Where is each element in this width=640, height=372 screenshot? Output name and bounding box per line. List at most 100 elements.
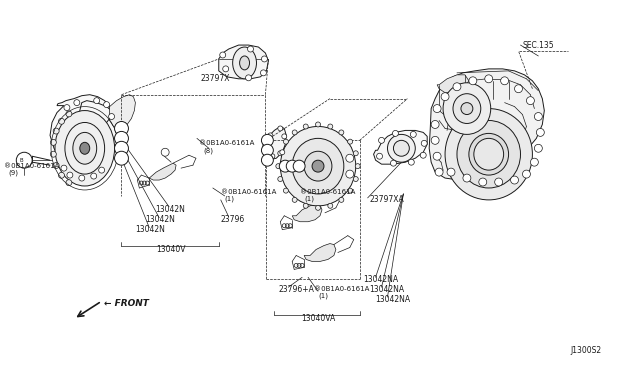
Ellipse shape <box>280 126 356 206</box>
Ellipse shape <box>378 137 385 143</box>
Text: (8): (8) <box>203 147 213 154</box>
Ellipse shape <box>431 121 439 128</box>
Text: 13042NA: 13042NA <box>364 275 399 284</box>
Ellipse shape <box>394 140 410 156</box>
Ellipse shape <box>353 177 358 182</box>
Ellipse shape <box>292 130 297 135</box>
Ellipse shape <box>248 46 253 52</box>
Polygon shape <box>149 163 176 180</box>
Ellipse shape <box>278 177 283 182</box>
Polygon shape <box>292 204 322 222</box>
Polygon shape <box>109 95 136 128</box>
Ellipse shape <box>443 83 491 134</box>
Text: ← FRONT: ← FRONT <box>104 299 148 308</box>
Ellipse shape <box>303 203 308 208</box>
Ellipse shape <box>239 56 250 70</box>
Ellipse shape <box>479 178 487 186</box>
Polygon shape <box>374 131 427 164</box>
Ellipse shape <box>392 131 399 137</box>
Ellipse shape <box>53 128 59 134</box>
Ellipse shape <box>348 188 353 193</box>
Text: 13040V: 13040V <box>156 245 186 254</box>
Ellipse shape <box>469 77 477 85</box>
Ellipse shape <box>278 126 283 131</box>
Text: 23797X: 23797X <box>201 74 230 83</box>
Ellipse shape <box>284 188 289 193</box>
Ellipse shape <box>469 134 509 175</box>
Ellipse shape <box>246 75 252 81</box>
Text: 23797XA: 23797XA <box>370 195 404 204</box>
Ellipse shape <box>93 98 100 104</box>
Ellipse shape <box>104 102 109 108</box>
Ellipse shape <box>268 133 273 138</box>
Ellipse shape <box>515 85 522 93</box>
Ellipse shape <box>260 70 266 76</box>
Text: 13042N: 13042N <box>136 225 165 234</box>
Ellipse shape <box>66 180 72 186</box>
Polygon shape <box>50 95 122 172</box>
Ellipse shape <box>58 172 65 178</box>
Ellipse shape <box>355 164 360 169</box>
Polygon shape <box>219 45 268 79</box>
Ellipse shape <box>80 142 90 154</box>
Ellipse shape <box>67 172 73 178</box>
Ellipse shape <box>410 131 416 137</box>
Ellipse shape <box>421 140 427 146</box>
Ellipse shape <box>346 170 354 178</box>
Ellipse shape <box>534 113 542 121</box>
Ellipse shape <box>66 111 72 117</box>
Ellipse shape <box>457 121 520 188</box>
Polygon shape <box>262 126 286 160</box>
Ellipse shape <box>61 165 67 171</box>
Text: 13042NA: 13042NA <box>376 295 411 304</box>
Text: (1): (1) <box>225 196 235 202</box>
Ellipse shape <box>453 83 461 91</box>
Ellipse shape <box>282 134 287 139</box>
Ellipse shape <box>223 66 228 72</box>
Ellipse shape <box>353 151 358 156</box>
Polygon shape <box>437 75 469 93</box>
Ellipse shape <box>262 144 273 156</box>
Ellipse shape <box>74 100 80 106</box>
Ellipse shape <box>115 141 129 155</box>
Ellipse shape <box>64 105 70 110</box>
Ellipse shape <box>463 174 471 182</box>
Ellipse shape <box>346 154 354 162</box>
Ellipse shape <box>115 122 129 135</box>
Ellipse shape <box>99 167 104 173</box>
Ellipse shape <box>447 168 455 176</box>
Ellipse shape <box>484 75 493 83</box>
Ellipse shape <box>51 140 56 145</box>
Ellipse shape <box>511 176 518 184</box>
Ellipse shape <box>431 137 439 144</box>
Text: J1300S2: J1300S2 <box>570 346 601 355</box>
Ellipse shape <box>474 138 504 170</box>
Text: ®0B1A0-6161A: ®0B1A0-6161A <box>199 140 254 146</box>
Text: (1): (1) <box>304 196 314 202</box>
Ellipse shape <box>433 152 441 160</box>
Ellipse shape <box>534 144 542 152</box>
Text: 13042NA: 13042NA <box>370 285 404 294</box>
Ellipse shape <box>531 158 538 166</box>
Ellipse shape <box>445 109 532 200</box>
Text: ®0B1A0-6161A: ®0B1A0-6161A <box>314 286 369 292</box>
Polygon shape <box>304 244 336 262</box>
Ellipse shape <box>279 160 291 172</box>
Ellipse shape <box>53 163 59 169</box>
Ellipse shape <box>262 134 273 146</box>
Ellipse shape <box>293 160 305 172</box>
Ellipse shape <box>328 124 333 129</box>
Ellipse shape <box>303 124 308 129</box>
Ellipse shape <box>522 170 531 178</box>
Text: 13042N: 13042N <box>156 205 185 214</box>
Ellipse shape <box>304 151 332 181</box>
Text: B: B <box>19 158 23 163</box>
Ellipse shape <box>270 154 275 159</box>
Text: ®0B1A0-6161A: ®0B1A0-6161A <box>221 189 276 195</box>
Ellipse shape <box>115 151 129 165</box>
Text: (9): (9) <box>8 170 19 176</box>
Ellipse shape <box>51 151 56 157</box>
Text: 13042N: 13042N <box>145 215 175 224</box>
Ellipse shape <box>316 122 321 127</box>
Ellipse shape <box>73 132 97 164</box>
